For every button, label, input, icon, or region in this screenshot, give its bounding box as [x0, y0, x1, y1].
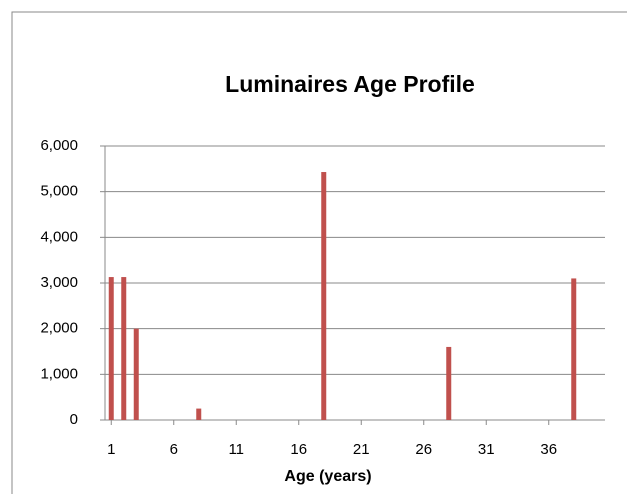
y-tick-label: 0 — [70, 411, 78, 428]
y-tick-label: 4,000 — [40, 228, 78, 245]
x-axis-title: Age (years) — [284, 468, 371, 485]
x-tick-label: 21 — [353, 441, 370, 458]
x-tick-label: 26 — [415, 441, 432, 458]
bar — [108, 277, 114, 420]
y-tick-label: 1,000 — [40, 365, 78, 382]
bar — [321, 172, 327, 420]
bar — [133, 328, 139, 420]
y-tick-label: 2,000 — [40, 320, 78, 337]
chart-frame — [11, 11, 627, 494]
bar — [571, 278, 577, 420]
x-tick-label: 11 — [228, 441, 244, 458]
bar — [121, 277, 127, 420]
x-tick-label: 1 — [107, 441, 115, 458]
x-tick-label: 31 — [478, 441, 495, 458]
bar — [196, 408, 202, 420]
x-tick-label: 16 — [290, 441, 307, 458]
y-tick-label: 6,000 — [40, 137, 78, 154]
y-tick-label: 3,000 — [40, 274, 78, 291]
bar — [446, 346, 452, 420]
chart-title: Luminaires Age Profile — [225, 71, 475, 97]
x-tick-label: 36 — [540, 441, 557, 458]
x-tick-label: 6 — [170, 441, 178, 458]
y-tick-label: 5,000 — [40, 183, 78, 200]
